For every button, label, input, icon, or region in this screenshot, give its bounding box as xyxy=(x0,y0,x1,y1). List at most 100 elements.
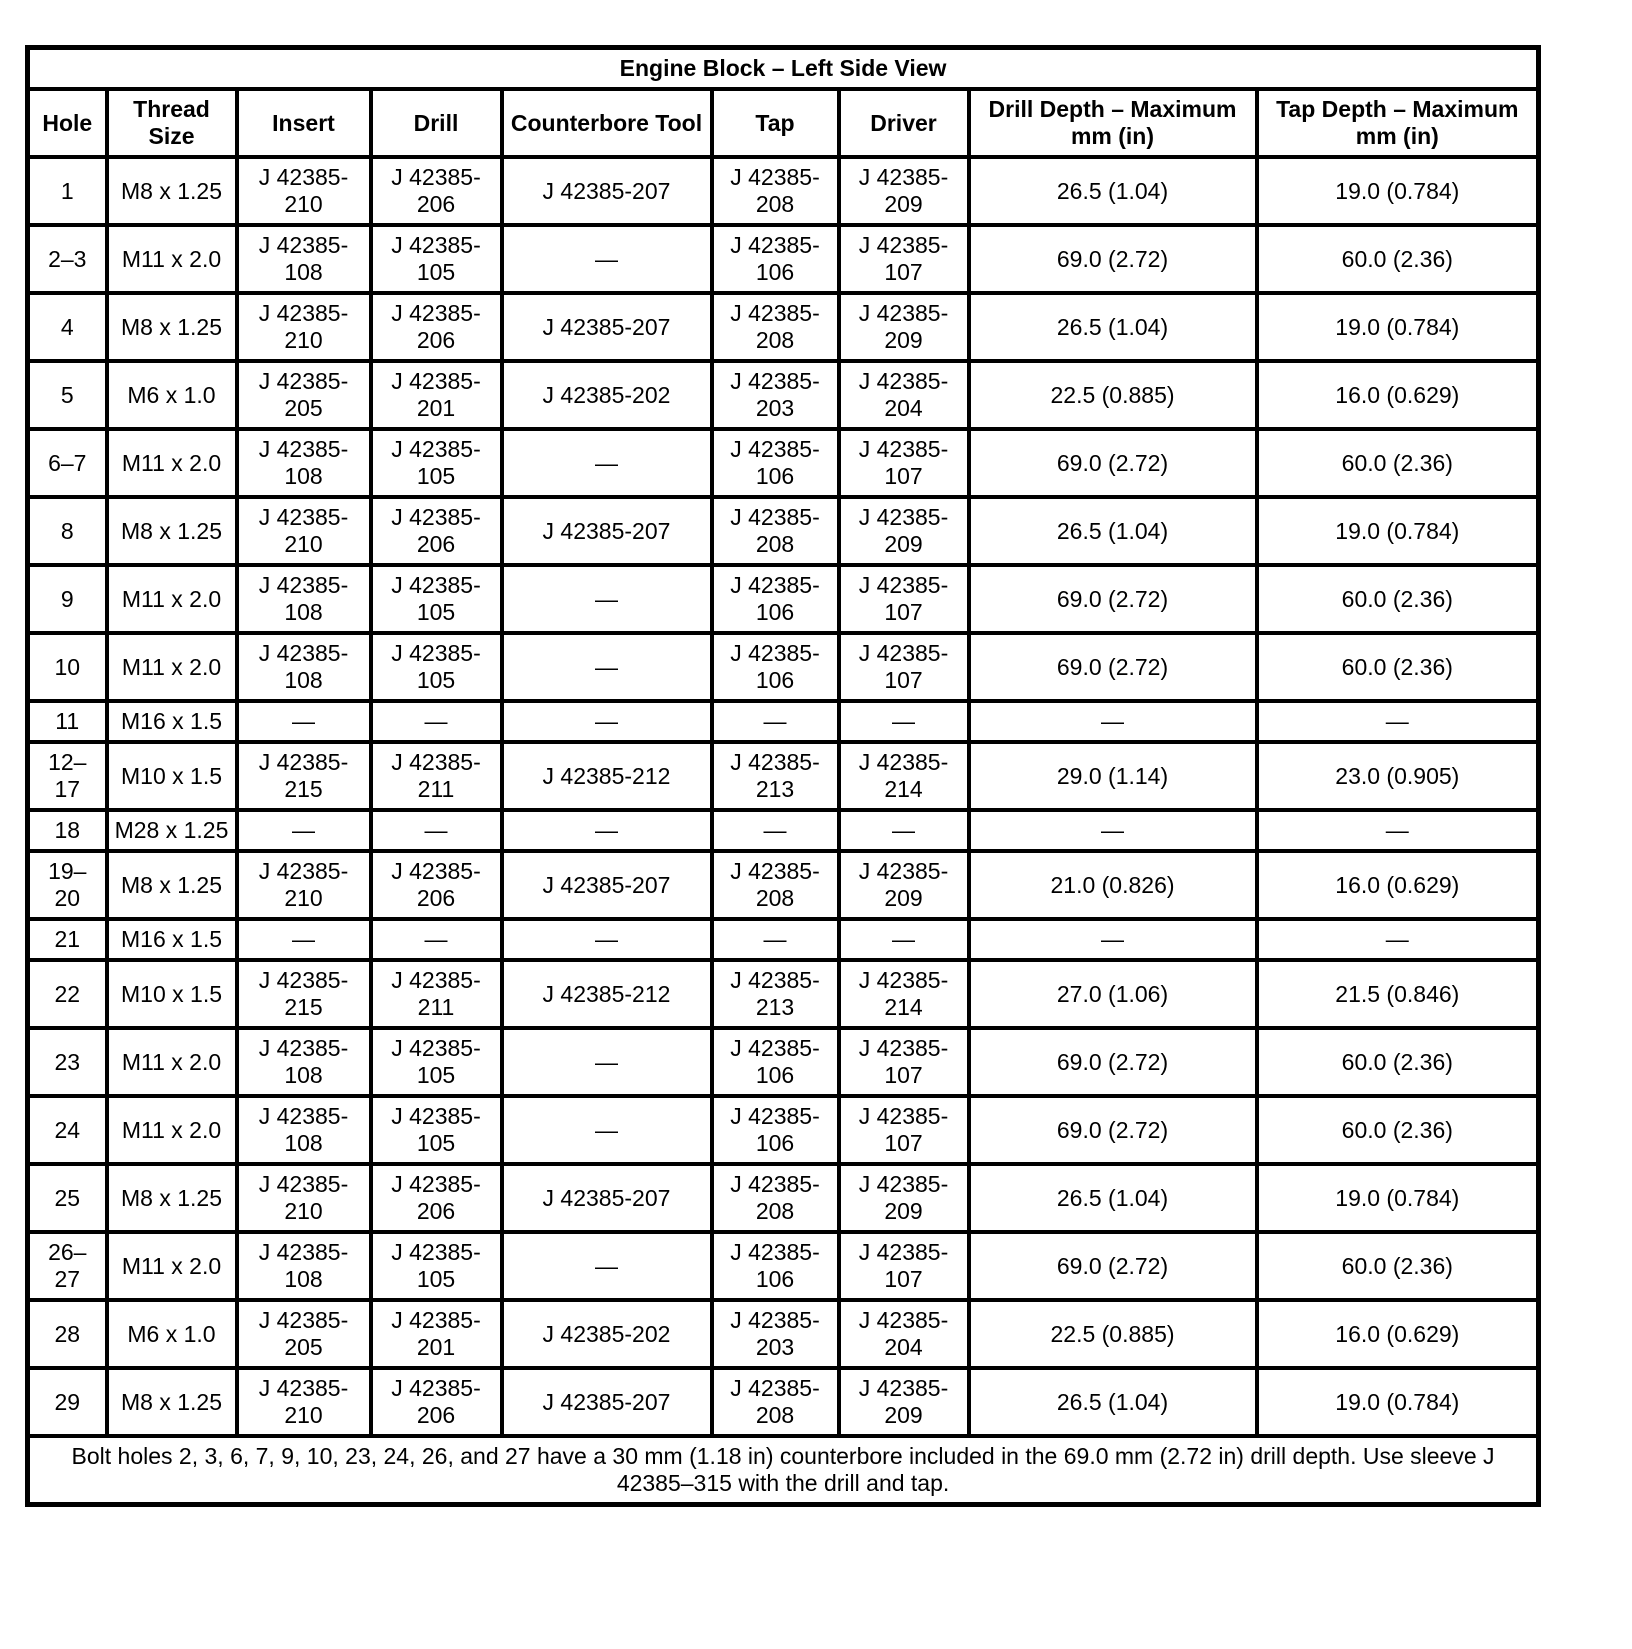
cell-drill: — xyxy=(368,699,504,744)
cell-drill_depth: 26.5 (1.04) xyxy=(966,291,1259,363)
cell-thread: M8 x 1.25 xyxy=(104,291,239,363)
cell-counterbore: J 42385-207 xyxy=(499,155,714,227)
cell-driver: J 42385-209 xyxy=(836,155,971,227)
cell-driver: J 42385-107 xyxy=(836,1026,971,1098)
title-row: Engine Block – Left Side View xyxy=(25,45,1541,91)
column-header-driver: Driver xyxy=(836,87,971,159)
cell-tap_depth: 60.0 (2.36) xyxy=(1254,563,1541,635)
cell-drill: J 42385-211 xyxy=(368,740,504,812)
cell-counterbore: — xyxy=(499,563,714,635)
cell-insert: J 42385-210 xyxy=(234,495,373,567)
cell-driver: J 42385-204 xyxy=(836,1298,971,1370)
cell-counterbore: — xyxy=(499,427,714,499)
cell-hole: 2–3 xyxy=(25,223,109,295)
cell-thread: M11 x 2.0 xyxy=(104,563,239,635)
cell-hole: 22 xyxy=(25,958,109,1030)
cell-driver: J 42385-107 xyxy=(836,427,971,499)
page: Engine Block – Left Side View Hole Thread… xyxy=(25,45,1632,1507)
cell-counterbore: J 42385-207 xyxy=(499,1162,714,1234)
cell-drill: J 42385-206 xyxy=(368,291,504,363)
table-footnote: Bolt holes 2, 3, 6, 7, 9, 10, 23, 24, 26… xyxy=(25,1434,1541,1507)
cell-thread: M16 x 1.5 xyxy=(104,917,239,962)
cell-thread: M8 x 1.25 xyxy=(104,849,239,921)
cell-thread: M6 x 1.0 xyxy=(104,1298,239,1370)
cell-drill: J 42385-201 xyxy=(368,359,504,431)
cell-tap: J 42385-106 xyxy=(709,1230,841,1302)
cell-drill: J 42385-206 xyxy=(368,495,504,567)
cell-insert: J 42385-108 xyxy=(234,1230,373,1302)
cell-drill_depth: 69.0 (2.72) xyxy=(966,631,1259,703)
cell-drill_depth: 22.5 (0.885) xyxy=(966,1298,1259,1370)
cell-drill_depth: 69.0 (2.72) xyxy=(966,1026,1259,1098)
cell-driver: J 42385-107 xyxy=(836,1094,971,1166)
cell-counterbore: — xyxy=(499,917,714,962)
cell-tap_depth: — xyxy=(1254,808,1541,853)
cell-hole: 12–17 xyxy=(25,740,109,812)
cell-hole: 29 xyxy=(25,1366,109,1438)
header-row: Hole Thread Size Insert Drill Counterbore To… xyxy=(25,87,1541,159)
cell-tap_depth: 60.0 (2.36) xyxy=(1254,1230,1541,1302)
cell-tap: J 42385-106 xyxy=(709,1094,841,1166)
cell-drill: J 42385-105 xyxy=(368,223,504,295)
cell-tap: J 42385-208 xyxy=(709,1162,841,1234)
cell-drill_depth: 27.0 (1.06) xyxy=(966,958,1259,1030)
cell-insert: — xyxy=(234,917,373,962)
cell-tap: J 42385-106 xyxy=(709,427,841,499)
column-header-tap_depth: Tap Depth – Maximum mm (in) xyxy=(1254,87,1541,159)
cell-driver: J 42385-214 xyxy=(836,958,971,1030)
cell-counterbore: — xyxy=(499,1230,714,1302)
table-row: 28 M6 x 1.0 J 42385-205 J 42385-201 J 42385-… xyxy=(25,1298,1541,1370)
cell-insert: — xyxy=(234,699,373,744)
cell-drill: J 42385-105 xyxy=(368,631,504,703)
column-header-thread: Thread Size xyxy=(104,87,239,159)
cell-drill_depth: 69.0 (2.72) xyxy=(966,1094,1259,1166)
cell-hole: 6–7 xyxy=(25,427,109,499)
cell-insert: J 42385-108 xyxy=(234,427,373,499)
cell-hole: 26–27 xyxy=(25,1230,109,1302)
cell-tap_depth: 19.0 (0.784) xyxy=(1254,495,1541,567)
table-row: 6–7 M11 x 2.0 J 42385-108 J 42385-105— J 423… xyxy=(25,427,1541,499)
cell-insert: J 42385-108 xyxy=(234,1094,373,1166)
cell-driver: J 42385-209 xyxy=(836,495,971,567)
cell-tap: — xyxy=(709,917,841,962)
table-row: 18 M28 x 1.25— — — — — — — xyxy=(25,808,1541,853)
cell-thread: M10 x 1.5 xyxy=(104,740,239,812)
cell-counterbore: — xyxy=(499,223,714,295)
cell-insert: J 42385-205 xyxy=(234,1298,373,1370)
cell-thread: M6 x 1.0 xyxy=(104,359,239,431)
cell-driver: J 42385-107 xyxy=(836,563,971,635)
cell-hole: 9 xyxy=(25,563,109,635)
cell-counterbore: — xyxy=(499,1026,714,1098)
cell-tap: J 42385-106 xyxy=(709,223,841,295)
cell-thread: M8 x 1.25 xyxy=(104,495,239,567)
cell-thread: M11 x 2.0 xyxy=(104,1094,239,1166)
cell-drill: J 42385-206 xyxy=(368,1366,504,1438)
cell-drill_depth: 26.5 (1.04) xyxy=(966,495,1259,567)
cell-tap: — xyxy=(709,699,841,744)
cell-drill_depth: 69.0 (2.72) xyxy=(966,427,1259,499)
cell-counterbore: — xyxy=(499,699,714,744)
cell-insert: J 42385-205 xyxy=(234,359,373,431)
table-row: 9 M11 x 2.0 J 42385-108 J 42385-105— J 42385… xyxy=(25,563,1541,635)
cell-hole: 10 xyxy=(25,631,109,703)
cell-thread: M10 x 1.5 xyxy=(104,958,239,1030)
cell-drill: J 42385-206 xyxy=(368,1162,504,1234)
cell-insert: J 42385-210 xyxy=(234,1162,373,1234)
cell-counterbore: J 42385-202 xyxy=(499,1298,714,1370)
table-row: 8 M8 x 1.25 J 42385-210 J 42385-206 J 42385-… xyxy=(25,495,1541,567)
cell-drill_depth: 69.0 (2.72) xyxy=(966,1230,1259,1302)
cell-tap_depth: 21.5 (0.846) xyxy=(1254,958,1541,1030)
table-row: 25 M8 x 1.25 J 42385-210 J 42385-206 J 42385… xyxy=(25,1162,1541,1234)
table-row: 19–20 M8 x 1.25 J 42385-210 J 42385-206 J 42… xyxy=(25,849,1541,921)
cell-insert: J 42385-108 xyxy=(234,223,373,295)
cell-thread: M28 x 1.25 xyxy=(104,808,239,853)
cell-insert: J 42385-210 xyxy=(234,291,373,363)
cell-drill_depth: 26.5 (1.04) xyxy=(966,155,1259,227)
table-row: 4 M8 x 1.25 J 42385-210 J 42385-206 J 42385-… xyxy=(25,291,1541,363)
column-header-drill_depth: Drill Depth – Maximum mm (in) xyxy=(966,87,1259,159)
cell-tap_depth: 16.0 (0.629) xyxy=(1254,849,1541,921)
cell-thread: M8 x 1.25 xyxy=(104,1162,239,1234)
table-body: 1 M8 x 1.25 J 42385-210 J 42385-206 J 42385-… xyxy=(25,155,1541,1438)
cell-hole: 8 xyxy=(25,495,109,567)
cell-drill: J 42385-201 xyxy=(368,1298,504,1370)
